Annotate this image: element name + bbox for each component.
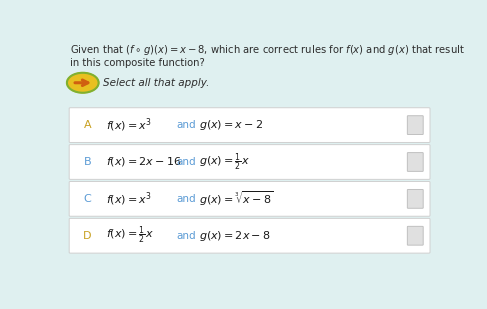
FancyBboxPatch shape: [407, 189, 423, 208]
FancyBboxPatch shape: [407, 153, 423, 171]
Text: $\mathit{f}(x) = x^3$: $\mathit{f}(x) = x^3$: [106, 190, 152, 208]
Text: Select all that apply.: Select all that apply.: [103, 78, 209, 88]
Text: and: and: [176, 231, 196, 241]
Text: $\mathit{f}(x) = \frac{1}{2}x$: $\mathit{f}(x) = \frac{1}{2}x$: [106, 225, 154, 247]
FancyBboxPatch shape: [69, 218, 430, 253]
Text: $\mathit{f}(x) = 2x - 16$: $\mathit{f}(x) = 2x - 16$: [106, 155, 182, 168]
FancyBboxPatch shape: [407, 116, 423, 134]
Text: A: A: [83, 120, 91, 130]
Text: $\mathit{g}(x) = \sqrt[3]{x - 8}$: $\mathit{g}(x) = \sqrt[3]{x - 8}$: [199, 189, 273, 208]
FancyBboxPatch shape: [407, 226, 423, 245]
Text: and: and: [176, 194, 196, 204]
FancyBboxPatch shape: [69, 108, 430, 142]
Text: in this composite function?: in this composite function?: [70, 58, 205, 68]
Text: C: C: [83, 194, 91, 204]
Text: B: B: [83, 157, 91, 167]
Text: $\mathit{g}(x) = 2x - 8$: $\mathit{g}(x) = 2x - 8$: [199, 229, 270, 243]
FancyBboxPatch shape: [69, 145, 430, 179]
Text: and: and: [176, 157, 196, 167]
Circle shape: [67, 73, 98, 93]
Text: and: and: [176, 120, 196, 130]
Text: Given that $(\mathit{f} \circ \mathit{g})(x) = x - 8$, which are correct rules f: Given that $(\mathit{f} \circ \mathit{g}…: [70, 43, 465, 57]
FancyBboxPatch shape: [69, 181, 430, 216]
Text: D: D: [83, 231, 92, 241]
Text: $\mathit{f}(x) = x^3$: $\mathit{f}(x) = x^3$: [106, 116, 152, 134]
Text: $\mathit{g}(x) = \frac{1}{2}x$: $\mathit{g}(x) = \frac{1}{2}x$: [199, 151, 250, 173]
Text: $\mathit{g}(x) = x - 2$: $\mathit{g}(x) = x - 2$: [199, 118, 263, 132]
